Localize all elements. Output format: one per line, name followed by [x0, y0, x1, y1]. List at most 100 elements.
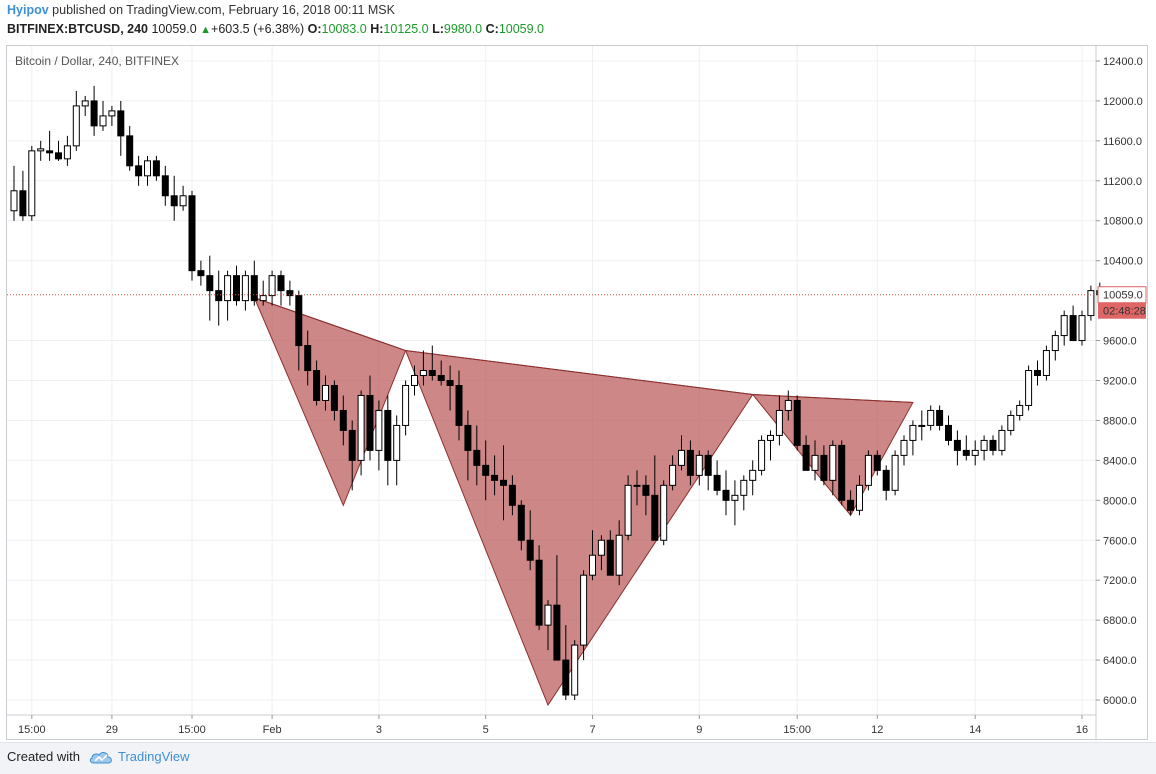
candle [428, 345, 436, 381]
candle [348, 420, 356, 491]
candle-body [1087, 290, 1095, 317]
time-tick-label: 16 [1076, 724, 1088, 736]
current-price-line: 10059.0 02:48:28 [7, 286, 1147, 319]
candle [1016, 400, 1024, 421]
candle [606, 530, 614, 576]
candle-body [393, 424, 401, 461]
harmonic-pattern[interactable] [253, 296, 914, 707]
candle-body [945, 424, 952, 441]
price-tick-label: 7600.0 [1103, 535, 1137, 547]
candle-body [117, 110, 125, 137]
candle-body [197, 270, 205, 277]
candle-body [37, 148, 45, 152]
candle-body [63, 145, 71, 160]
candle [918, 410, 926, 441]
candle [384, 395, 392, 486]
candle-body [873, 454, 881, 471]
candle-body [90, 100, 98, 127]
candle [437, 360, 445, 386]
candle-body [749, 469, 757, 481]
candle [989, 435, 997, 456]
candle [998, 425, 1006, 456]
candle [72, 90, 80, 151]
price-tick-label: 9200.0 [1103, 376, 1137, 388]
candle [295, 290, 303, 371]
candle-body [446, 380, 454, 386]
author-link[interactable]: Hyipov [7, 3, 49, 17]
candle [856, 475, 863, 516]
candle [624, 475, 632, 541]
pattern-triangle-1 [253, 296, 407, 507]
candle [375, 400, 383, 471]
candle [936, 405, 944, 431]
candle-body [927, 409, 935, 426]
candle [339, 395, 347, 446]
candle-body [170, 195, 178, 207]
candle [678, 435, 685, 471]
candle [10, 165, 18, 221]
candle-body [651, 494, 659, 541]
candle-body [19, 190, 27, 217]
candle [90, 85, 98, 136]
candle [971, 440, 979, 466]
chart-area[interactable]: 10059.0 02:48:28 12400.0 12000.0 11600.0 112… [6, 45, 1148, 740]
candle [820, 445, 828, 486]
close-label: C: [485, 22, 499, 36]
symbol-label[interactable]: BITFINEX:BTCUSD, 240 [7, 22, 148, 36]
candle-body [811, 454, 819, 471]
candle-body [624, 484, 632, 536]
pattern-neckline [254, 297, 913, 403]
candle-body [473, 449, 481, 466]
candle-body [491, 474, 499, 481]
price-scale[interactable]: 12400.0 12000.0 11600.0 11200.0 10800.0 10400… [1096, 56, 1143, 707]
candle-body [1007, 414, 1015, 431]
last-price: 10059.0 [151, 22, 197, 36]
candle-body [72, 105, 80, 147]
price-tick-label: 6400.0 [1103, 655, 1137, 667]
candle [1087, 285, 1095, 321]
candle-body [1034, 370, 1041, 377]
high-label: H: [370, 22, 384, 36]
price-tick-label: 10400.0 [1103, 256, 1143, 268]
open-label: O: [307, 22, 322, 36]
candlestick-chart[interactable]: 10059.0 02:48:28 12400.0 12000.0 11600.0 112… [7, 46, 1147, 739]
tradingview-cloud-icon[interactable] [88, 749, 114, 765]
candle [1042, 345, 1050, 381]
candle [642, 475, 650, 516]
candle [179, 185, 187, 211]
candle [864, 450, 872, 491]
low-label: L: [432, 22, 444, 36]
candle-body [971, 449, 979, 456]
candle [784, 390, 792, 421]
candle-body [144, 160, 151, 177]
created-with-label: Created with [7, 749, 80, 764]
candle [713, 460, 721, 496]
candle [357, 390, 365, 476]
candle [571, 640, 579, 701]
candle [1069, 305, 1077, 342]
candle [927, 405, 935, 431]
high-value: 10125.0 [383, 22, 429, 36]
candle [250, 260, 258, 306]
candle [873, 450, 881, 476]
candle-body [704, 454, 712, 476]
chart-header: Hyipov published on TradingView.com, Feb… [0, 0, 1156, 42]
candle [749, 460, 757, 496]
candle [126, 125, 134, 171]
candle-body [731, 494, 739, 501]
tradingview-brand[interactable]: TradingView [118, 749, 190, 764]
candle [758, 435, 766, 476]
candle-body [580, 574, 588, 646]
candle-body [695, 454, 703, 476]
candle [615, 520, 623, 586]
candle [215, 270, 223, 326]
candle-body [793, 399, 801, 446]
candle-body [775, 409, 783, 436]
candle-body [526, 539, 534, 561]
candle [19, 170, 27, 221]
candle-body [936, 409, 944, 426]
candle [1025, 365, 1033, 411]
time-scale[interactable]: 15:00 29 15:00 Feb 3 5 7 9 15:00 12 14 16 [18, 715, 1088, 736]
candle-body [1069, 315, 1077, 342]
price-tick-label: 12400.0 [1103, 56, 1143, 68]
